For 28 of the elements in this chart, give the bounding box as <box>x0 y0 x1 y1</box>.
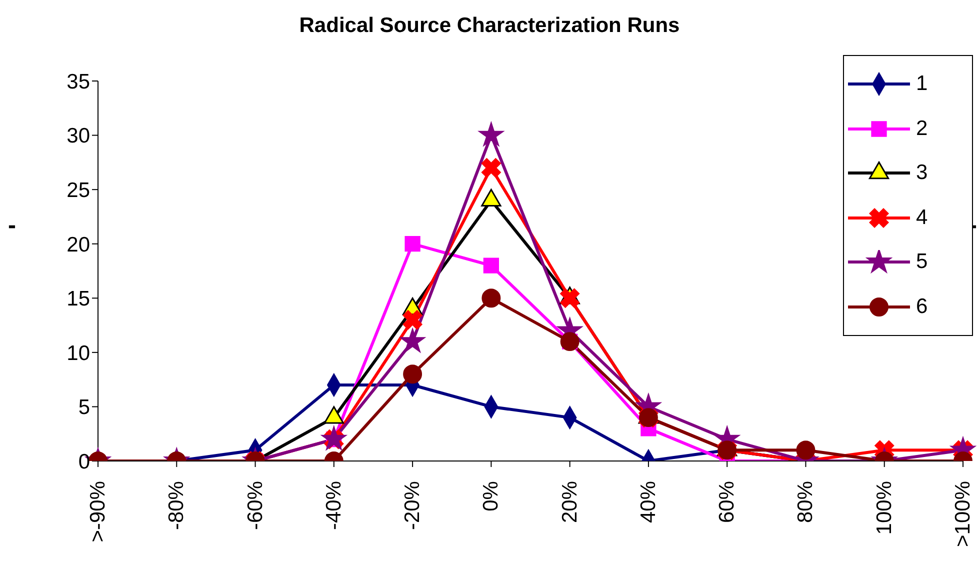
x-tick-label: -40% <box>322 481 346 530</box>
y-tick-label: 25 <box>66 179 90 202</box>
legend-label: 4 <box>916 206 928 230</box>
y-axis-title: - <box>8 212 16 240</box>
legend-label: 5 <box>916 250 928 274</box>
chart-title: Radical Source Characterization Runs <box>298 14 681 38</box>
x-tick-label: 0% <box>480 481 503 512</box>
x-tick-label: 40% <box>636 481 660 524</box>
y-tick-label: 35 <box>66 70 90 94</box>
x-tick-label: 60% <box>716 481 739 524</box>
y-tick-label: 10 <box>66 342 90 365</box>
legend-label: 1 <box>916 72 928 96</box>
x-tick-label: 100% <box>872 481 896 535</box>
y-tick-label: 30 <box>66 124 90 148</box>
legend-label: 3 <box>916 161 928 186</box>
y-tick-label: 0 <box>78 450 90 474</box>
x-tick-label: -80% <box>165 481 188 530</box>
x-tick-label: -20% <box>401 481 424 530</box>
y-tick-label: 20 <box>66 233 90 256</box>
x-tick-label: -60% <box>244 481 267 530</box>
legend-label: 2 <box>916 116 928 141</box>
x-tick-label: 20% <box>558 481 582 524</box>
y-tick-label: 5 <box>78 396 90 420</box>
x-tick-label: 80% <box>794 481 818 524</box>
x-tick-label: >-90% <box>86 481 110 542</box>
y-tick-label: 15 <box>66 288 90 311</box>
legend-label: 6 <box>916 294 928 319</box>
x-tick-label: >100% <box>952 481 974 547</box>
